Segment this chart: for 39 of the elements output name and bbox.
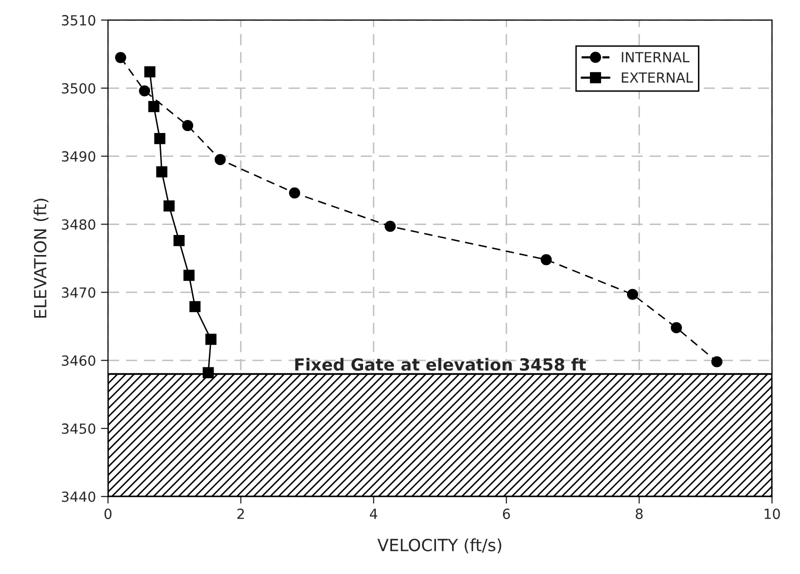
x-tick-label: 0 — [104, 508, 112, 520]
x-axis-title: VELOCITY (ft/s) — [377, 538, 502, 554]
point — [384, 220, 396, 232]
y-tick-label: 3510 — [62, 15, 96, 26]
y-tick-label: 3470 — [62, 287, 96, 298]
y-tick-label: 3460 — [62, 355, 96, 366]
point — [164, 200, 175, 212]
point — [627, 288, 638, 300]
point — [670, 322, 682, 334]
point — [202, 367, 214, 378]
point — [183, 270, 195, 281]
legend-label: INTERNAL — [622, 52, 690, 62]
point — [205, 334, 216, 345]
y-tick-label: 3440 — [62, 491, 96, 502]
point — [138, 85, 150, 96]
point — [214, 154, 226, 166]
point — [289, 187, 300, 199]
x-tick-label: 8 — [636, 508, 643, 520]
point — [182, 120, 194, 132]
legend-label: EXTERNAL — [622, 72, 694, 83]
x-tick-label: 10 — [764, 508, 780, 520]
y-tick-label: 3450 — [62, 423, 96, 434]
point — [540, 254, 552, 266]
point — [189, 301, 201, 312]
point — [115, 52, 126, 64]
y-tick-label: 3480 — [62, 219, 96, 230]
y-axis-title: ELEVATION (ft) — [34, 198, 48, 318]
point — [154, 132, 166, 144]
point — [711, 356, 722, 368]
y-tick-label: 3490 — [62, 151, 96, 162]
point — [173, 235, 185, 246]
y-tick-label: 3500 — [62, 83, 96, 94]
point — [144, 66, 156, 78]
point — [148, 100, 160, 112]
x-tick-label: 4 — [370, 508, 378, 519]
point — [156, 166, 168, 178]
x-tick-label: 2 — [237, 508, 244, 519]
x-tick-label: 6 — [502, 508, 510, 520]
band-label: Fixed Gate at elevation 3458 ft — [295, 358, 586, 371]
